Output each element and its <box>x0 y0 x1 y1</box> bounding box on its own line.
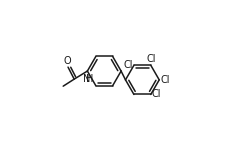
Text: Cl: Cl <box>160 75 169 85</box>
Text: Cl: Cl <box>151 89 161 99</box>
Text: H: H <box>86 74 93 84</box>
Text: N: N <box>82 74 90 84</box>
Text: Cl: Cl <box>123 60 132 70</box>
Text: O: O <box>63 56 71 66</box>
Text: Cl: Cl <box>146 54 155 64</box>
